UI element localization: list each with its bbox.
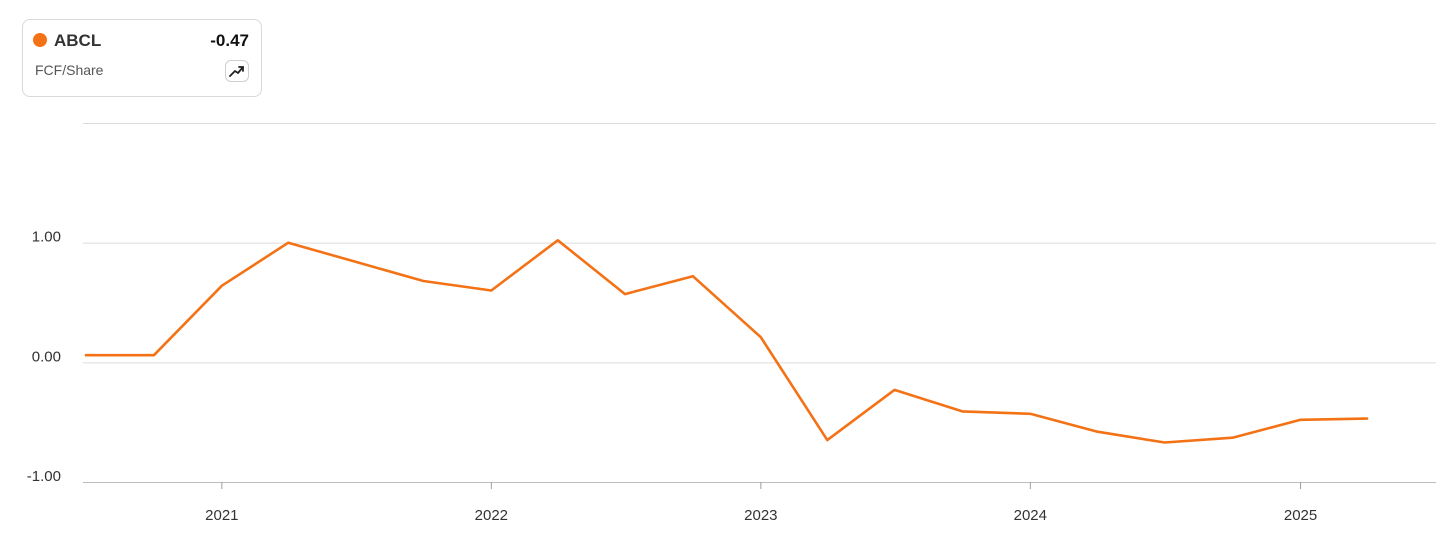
series-layer xyxy=(83,237,1370,446)
y-axis-labels: 1.00 0.00 -1.00 xyxy=(27,229,61,485)
data-point[interactable] xyxy=(555,237,561,243)
data-point[interactable] xyxy=(1230,435,1236,441)
data-point[interactable] xyxy=(1298,417,1304,423)
x-tick-label: 2021 xyxy=(205,507,238,524)
y-tick-label: -1.00 xyxy=(27,468,61,485)
data-point[interactable] xyxy=(83,352,89,358)
x-tick-label: 2025 xyxy=(1284,507,1317,524)
x-tick-label: 2024 xyxy=(1014,507,1047,524)
data-point[interactable] xyxy=(219,283,225,289)
legend-ticker: ABCL xyxy=(54,31,102,50)
data-point[interactable] xyxy=(420,278,426,284)
data-point[interactable] xyxy=(352,259,358,265)
grid-lines xyxy=(83,123,1436,364)
trend-toggle-button[interactable] xyxy=(225,60,249,82)
data-point[interactable] xyxy=(959,408,965,414)
data-point[interactable] xyxy=(1027,411,1033,417)
data-point[interactable] xyxy=(891,387,897,393)
data-point[interactable] xyxy=(1162,440,1168,446)
legend-value: -0.47 xyxy=(210,31,249,50)
x-axis: 2021 2022 2023 2024 2025 xyxy=(83,482,1436,524)
y-tick-label: 0.00 xyxy=(32,348,61,365)
legend-card: ABCL -0.47 FCF/Share xyxy=(22,19,262,97)
x-tick-label: 2022 xyxy=(475,507,508,524)
series-line-abcl xyxy=(84,239,1369,444)
data-point[interactable] xyxy=(824,437,830,443)
y-tick-label: 1.00 xyxy=(32,229,61,246)
series-color-dot xyxy=(33,33,47,47)
data-point[interactable] xyxy=(1364,416,1370,422)
data-point[interactable] xyxy=(758,334,764,340)
legend-metric: FCF/Share xyxy=(35,62,104,78)
data-point[interactable] xyxy=(1095,429,1101,435)
data-point[interactable] xyxy=(622,291,628,297)
trend-up-icon xyxy=(229,66,244,77)
data-point[interactable] xyxy=(285,240,291,246)
data-point[interactable] xyxy=(488,288,494,294)
data-point[interactable] xyxy=(151,352,157,358)
x-tick-label: 2023 xyxy=(744,507,777,524)
data-point[interactable] xyxy=(690,273,696,279)
